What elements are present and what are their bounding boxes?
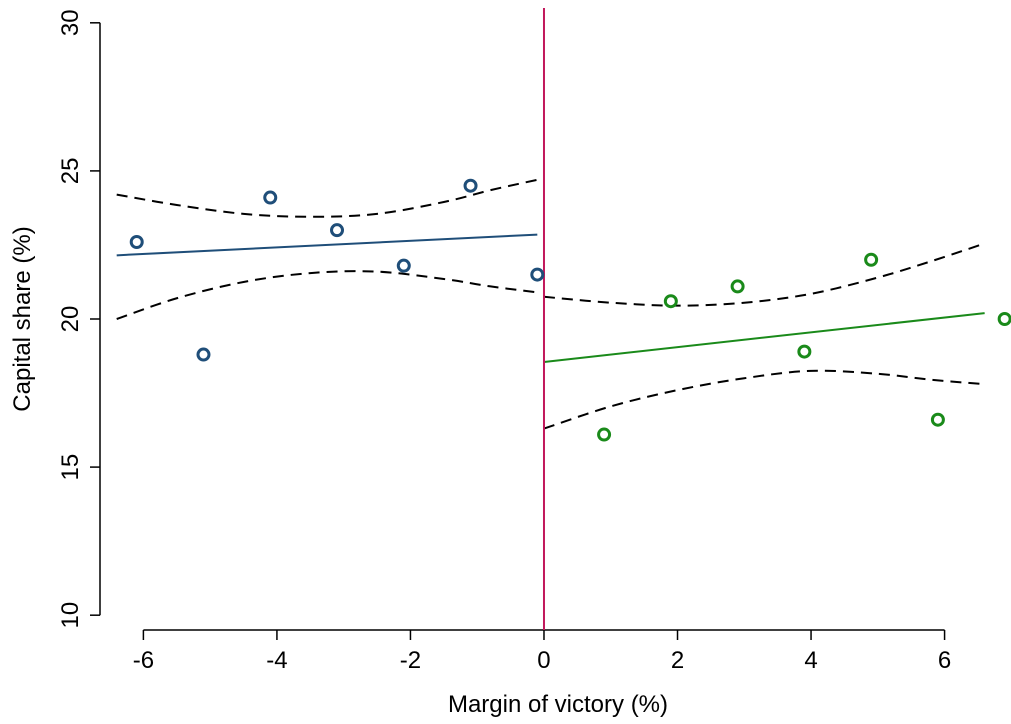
x-tick-label: -4	[266, 647, 287, 674]
data-point-left	[263, 190, 278, 205]
data-point-right	[864, 252, 879, 267]
data-point-right	[730, 279, 745, 294]
y-tick-label: 15	[57, 454, 84, 481]
y-tick-label: 30	[57, 9, 84, 36]
y-tick-label: 10	[57, 602, 84, 629]
y-ticks: 10 15 20 25 30	[57, 9, 100, 629]
fit-line-right	[543, 312, 985, 363]
x-tick-label: 0	[537, 647, 550, 674]
data-point-right	[597, 427, 612, 442]
y-axis-title: Capital share (%)	[9, 226, 36, 411]
data-points	[129, 178, 1011, 442]
ci-lower-right	[543, 369, 985, 430]
fit-line-left	[116, 233, 538, 257]
data-point-left	[330, 223, 345, 238]
data-point-right	[997, 312, 1011, 326]
confidence-bands	[116, 178, 985, 430]
data-point-left	[129, 234, 144, 249]
x-tick-label: 6	[938, 647, 951, 674]
x-tick-label: -2	[400, 647, 421, 674]
data-point-left	[396, 258, 411, 273]
y-tick-label: 25	[57, 158, 84, 185]
fit-lines	[116, 233, 985, 363]
data-point-right	[797, 344, 812, 359]
data-point-left	[196, 347, 211, 362]
x-tick-label: 2	[671, 647, 684, 674]
x-tick-label: 4	[804, 647, 817, 674]
x-tick-label: -6	[133, 647, 154, 674]
x-ticks: -6 -4 -2 0 2 4 6	[133, 630, 951, 674]
ci-lower-left	[116, 270, 538, 320]
y-tick-label: 20	[57, 306, 84, 333]
x-axis-title: Margin of victory (%)	[448, 691, 668, 718]
data-point-right	[930, 412, 945, 427]
data-point-left	[530, 267, 545, 282]
ci-upper-left	[116, 178, 538, 218]
ci-upper-right	[543, 242, 985, 307]
data-point-right	[663, 294, 678, 309]
axes: 10 15 20 25 30 -6 -4 -2 0 2 4 6	[57, 9, 951, 674]
data-point-left	[463, 178, 478, 193]
